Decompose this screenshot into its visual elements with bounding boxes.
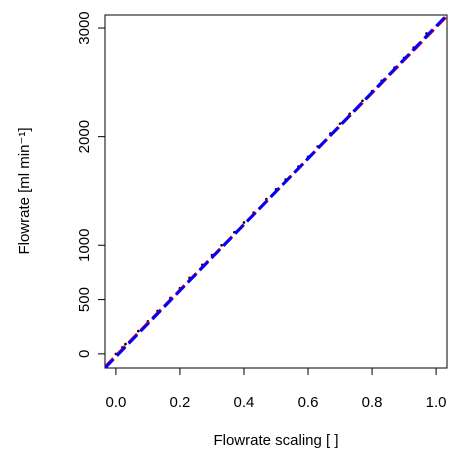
x-tick-label: 0.6 xyxy=(298,394,319,411)
y-tick-label: 1000 xyxy=(76,229,93,262)
data-point xyxy=(137,329,140,333)
x-tick-label: 0.8 xyxy=(362,394,383,411)
plot-area xyxy=(105,15,447,368)
plot-frame xyxy=(104,14,448,369)
x-tick-label: 0.2 xyxy=(170,394,191,411)
data-point xyxy=(124,342,127,346)
x-tick-label: 0.4 xyxy=(234,394,255,411)
data-point xyxy=(242,221,246,224)
data-point xyxy=(338,122,342,125)
y-tick-label: 2000 xyxy=(76,120,93,153)
y-tick-label: 500 xyxy=(76,287,93,312)
y-tick-label: 3000 xyxy=(76,11,93,44)
x-axis-title: Flowrate scaling [ ] xyxy=(213,432,338,449)
x-tick-label: 1.0 xyxy=(426,394,447,411)
data-point xyxy=(220,243,223,247)
y-axis-title: Flowrate [ml min⁻¹] xyxy=(16,127,33,254)
y-tick-label: 0 xyxy=(76,350,93,358)
x-tick-label: 0.0 xyxy=(105,394,126,411)
data-point xyxy=(361,99,364,103)
fit-line xyxy=(105,15,447,368)
